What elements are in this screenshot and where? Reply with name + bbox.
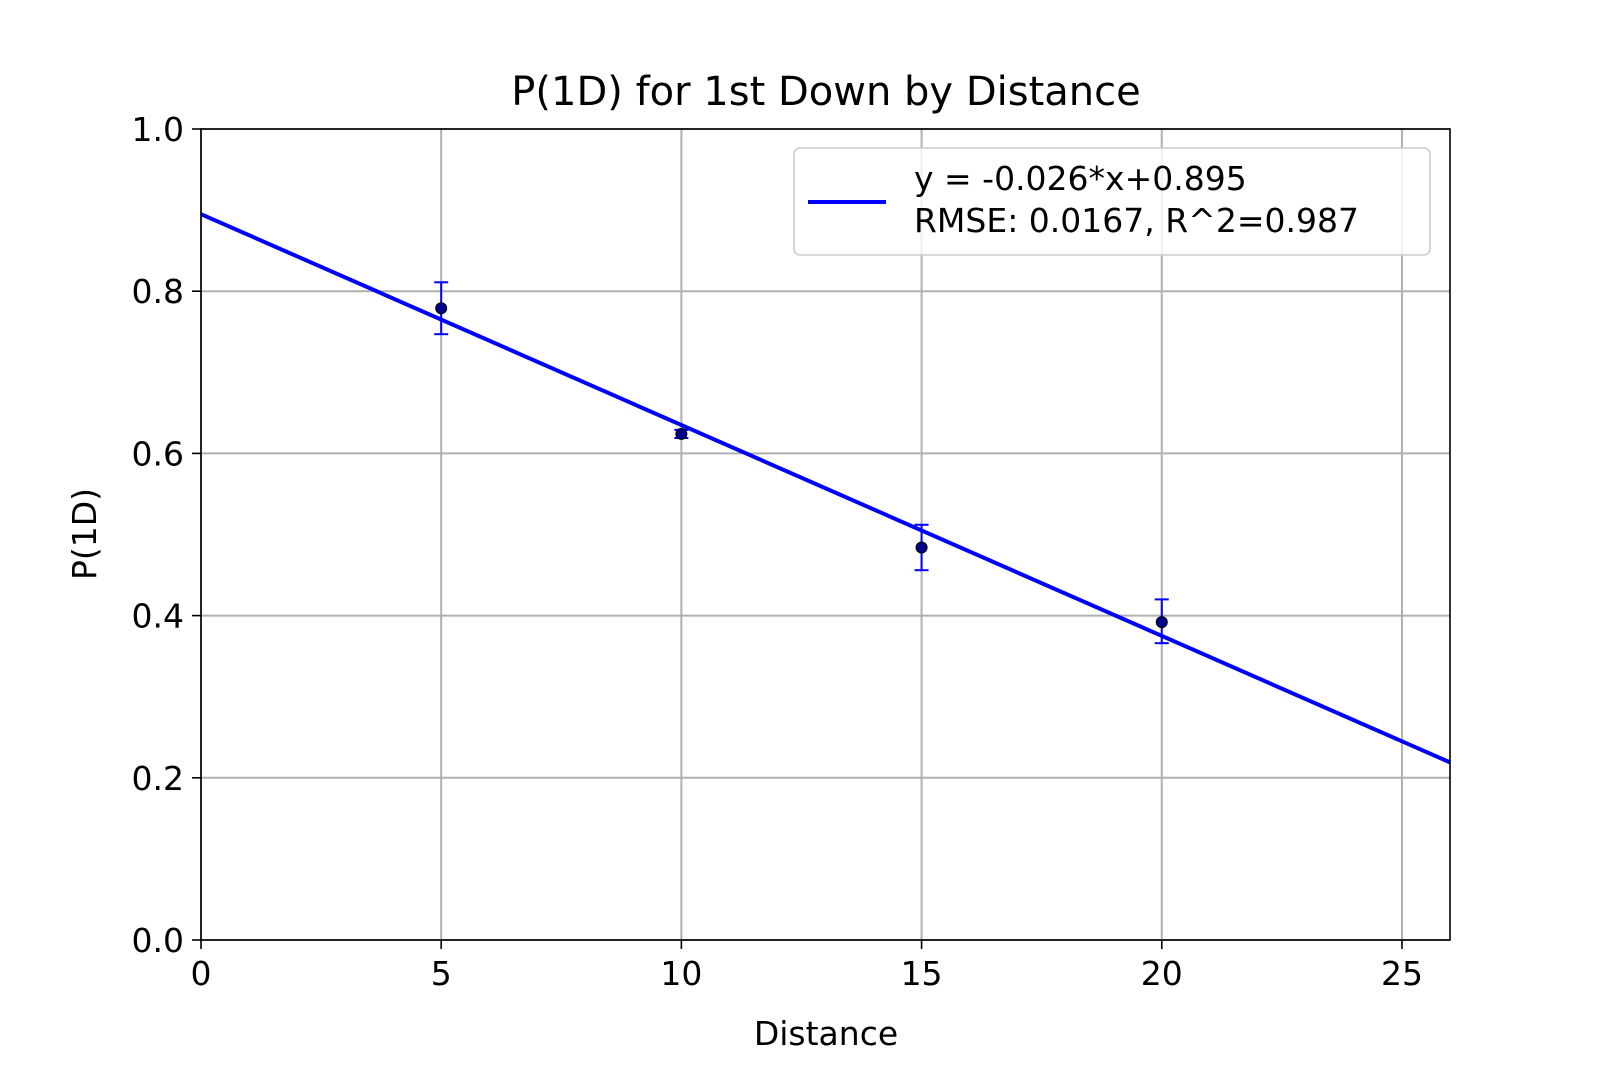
- data-point: [1155, 616, 1168, 629]
- legend-fit-stats: RMSE: 0.0167, R^2=0.987: [914, 201, 1359, 240]
- y-tick-label: 0.6: [132, 434, 184, 473]
- y-tick-label: 0.0: [132, 921, 184, 960]
- legend-fit-equation: y = -0.026*x+0.895: [914, 159, 1247, 198]
- x-tick-label: 5: [431, 954, 452, 993]
- chart-title: P(1D) for 1st Down by Distance: [511, 69, 1140, 115]
- y-tick-label: 1.0: [132, 110, 184, 149]
- y-tick-label: 0.4: [132, 597, 184, 636]
- legend-box: [793, 147, 1431, 256]
- ticks: 0 5 10 15 20 25 0.0 0.2 0.4 0.6 0.8 1.0: [132, 110, 1423, 993]
- x-tick-label: 20: [1141, 954, 1183, 993]
- data-point: [915, 541, 928, 554]
- legend: y = -0.026*x+0.895 RMSE: 0.0167, R^2=0.9…: [793, 147, 1431, 256]
- axes-frame: [200, 128, 1451, 941]
- data-points: [434, 281, 1169, 645]
- fit-line: [200, 212, 1451, 765]
- x-tick-label: 25: [1381, 954, 1423, 993]
- data-point: [435, 302, 448, 315]
- y-tick-label: 0.2: [132, 759, 184, 798]
- y-tick-label: 0.8: [132, 272, 184, 311]
- x-tick-label: 10: [660, 954, 702, 993]
- fit-line-group: [200, 212, 1451, 765]
- x-axis-label: Distance: [754, 1014, 898, 1053]
- x-tick-label: 0: [191, 954, 212, 993]
- x-tick-label: 15: [901, 954, 943, 993]
- y-axis-label: P(1D): [65, 488, 104, 580]
- data-point: [675, 427, 688, 440]
